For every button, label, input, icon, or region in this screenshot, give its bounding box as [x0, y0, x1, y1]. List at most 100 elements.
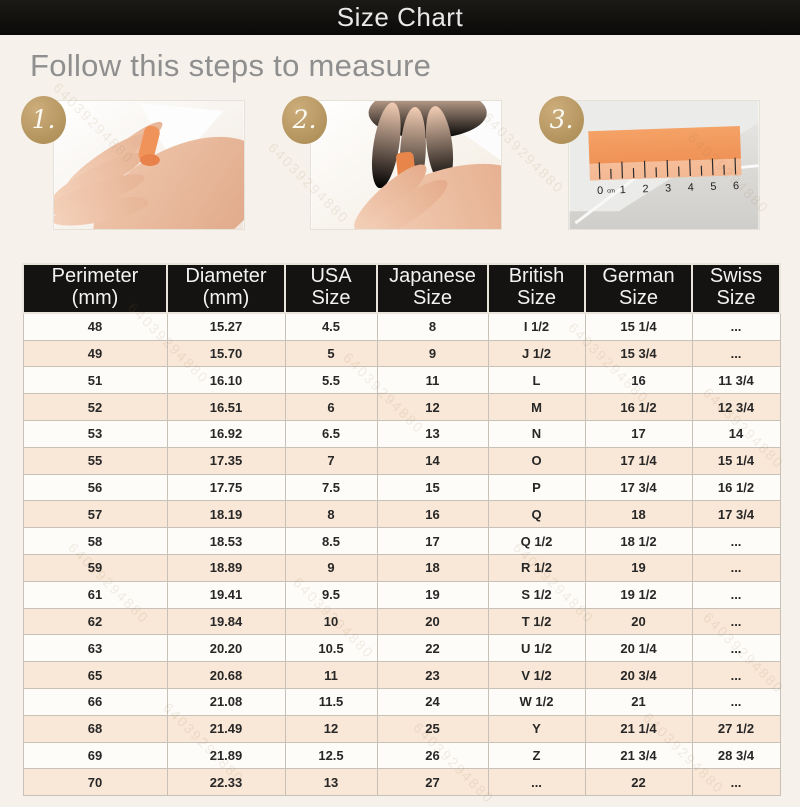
table-cell: Q [488, 501, 585, 528]
table-cell: 15 [377, 474, 488, 501]
table-cell: ... [488, 769, 585, 796]
table-cell: 9 [285, 554, 377, 581]
table-cell: 21.08 [167, 688, 285, 715]
table-cell: 21.49 [167, 715, 285, 742]
column-header-line1: Japanese [378, 265, 487, 287]
table-cell: 16.10 [167, 367, 285, 394]
table-cell: 69 [23, 742, 167, 769]
table-cell: 6.5 [285, 420, 377, 447]
table-cell: 7.5 [285, 474, 377, 501]
table-cell: 20 [377, 608, 488, 635]
table-cell: 12 [285, 715, 377, 742]
table-cell: 53 [23, 420, 167, 447]
step-1-photo [53, 100, 245, 230]
table-cell: 11.5 [285, 688, 377, 715]
hand-with-strip-illustration [54, 101, 244, 229]
table-cell: 15.27 [167, 313, 285, 340]
table-cell: 11 [285, 662, 377, 689]
table-cell: 15 1/4 [692, 447, 780, 474]
table-cell: 19.41 [167, 581, 285, 608]
table-cell: ... [692, 769, 780, 796]
table-cell: 8.5 [285, 528, 377, 555]
table-cell: 28 3/4 [692, 742, 780, 769]
table-cell: 18.19 [167, 501, 285, 528]
table-cell: Z [488, 742, 585, 769]
table-cell: N [488, 420, 585, 447]
table-cell: 55 [23, 447, 167, 474]
table-cell: Q 1/2 [488, 528, 585, 555]
table-cell: 65 [23, 662, 167, 689]
table-cell: 20.20 [167, 635, 285, 662]
table-cell: S 1/2 [488, 581, 585, 608]
column-header-line1: Swiss [693, 265, 779, 287]
table-cell: ... [692, 313, 780, 340]
step-3-photo: 0 1 2 3 4 5 6 cm [568, 100, 760, 230]
step-1-badge: 1. [21, 96, 66, 144]
table-cell: 15.70 [167, 340, 285, 367]
table-cell: 26 [377, 742, 488, 769]
table-cell: 25 [377, 715, 488, 742]
table-cell: 7 [285, 447, 377, 474]
table-cell: 27 1/2 [692, 715, 780, 742]
column-header-line2: (mm) [168, 287, 284, 309]
table-cell: W 1/2 [488, 688, 585, 715]
table-cell: 48 [23, 313, 167, 340]
table-cell: 27 [377, 769, 488, 796]
table-cell: 21 1/4 [585, 715, 692, 742]
hands-wrapping-illustration [311, 101, 501, 229]
table-cell: 13 [285, 769, 377, 796]
step-3-number: 3. [550, 105, 574, 134]
table-cell: ... [692, 608, 780, 635]
table-cell: 12 3/4 [692, 394, 780, 421]
table-cell: 18 [585, 501, 692, 528]
table-cell: 22 [585, 769, 692, 796]
svg-text:4: 4 [688, 182, 694, 194]
table-cell: 22 [377, 635, 488, 662]
column-header-line1: USA [286, 265, 376, 287]
column-header-line2: Size [378, 287, 487, 309]
table-cell: 23 [377, 662, 488, 689]
column-header-line1: German [586, 265, 691, 287]
column-header-line1: British [489, 265, 584, 287]
table-cell: 16 [585, 367, 692, 394]
table-cell: O [488, 447, 585, 474]
table-cell: ... [692, 340, 780, 367]
table-cell: 62 [23, 608, 167, 635]
table-cell: ... [692, 554, 780, 581]
table-cell: M [488, 394, 585, 421]
column-header-line1: Perimeter [24, 265, 166, 287]
table-cell: P [488, 474, 585, 501]
table-cell: Y [488, 715, 585, 742]
table-cell: 18.53 [167, 528, 285, 555]
table-cell: 14 [692, 420, 780, 447]
table-cell: 58 [23, 528, 167, 555]
table-cell: 19 [585, 554, 692, 581]
table-cell: 4.5 [285, 313, 377, 340]
table-cell: 52 [23, 394, 167, 421]
table-cell: 16 1/2 [585, 394, 692, 421]
table-cell: 22.33 [167, 769, 285, 796]
table-cell: ... [692, 528, 780, 555]
table-cell: 63 [23, 635, 167, 662]
table-cell: 16 1/2 [692, 474, 780, 501]
table-cell: 17 3/4 [585, 474, 692, 501]
table-cell: 16 [377, 501, 488, 528]
step-1-number: 1. [32, 105, 56, 134]
svg-text:0: 0 [597, 185, 603, 197]
